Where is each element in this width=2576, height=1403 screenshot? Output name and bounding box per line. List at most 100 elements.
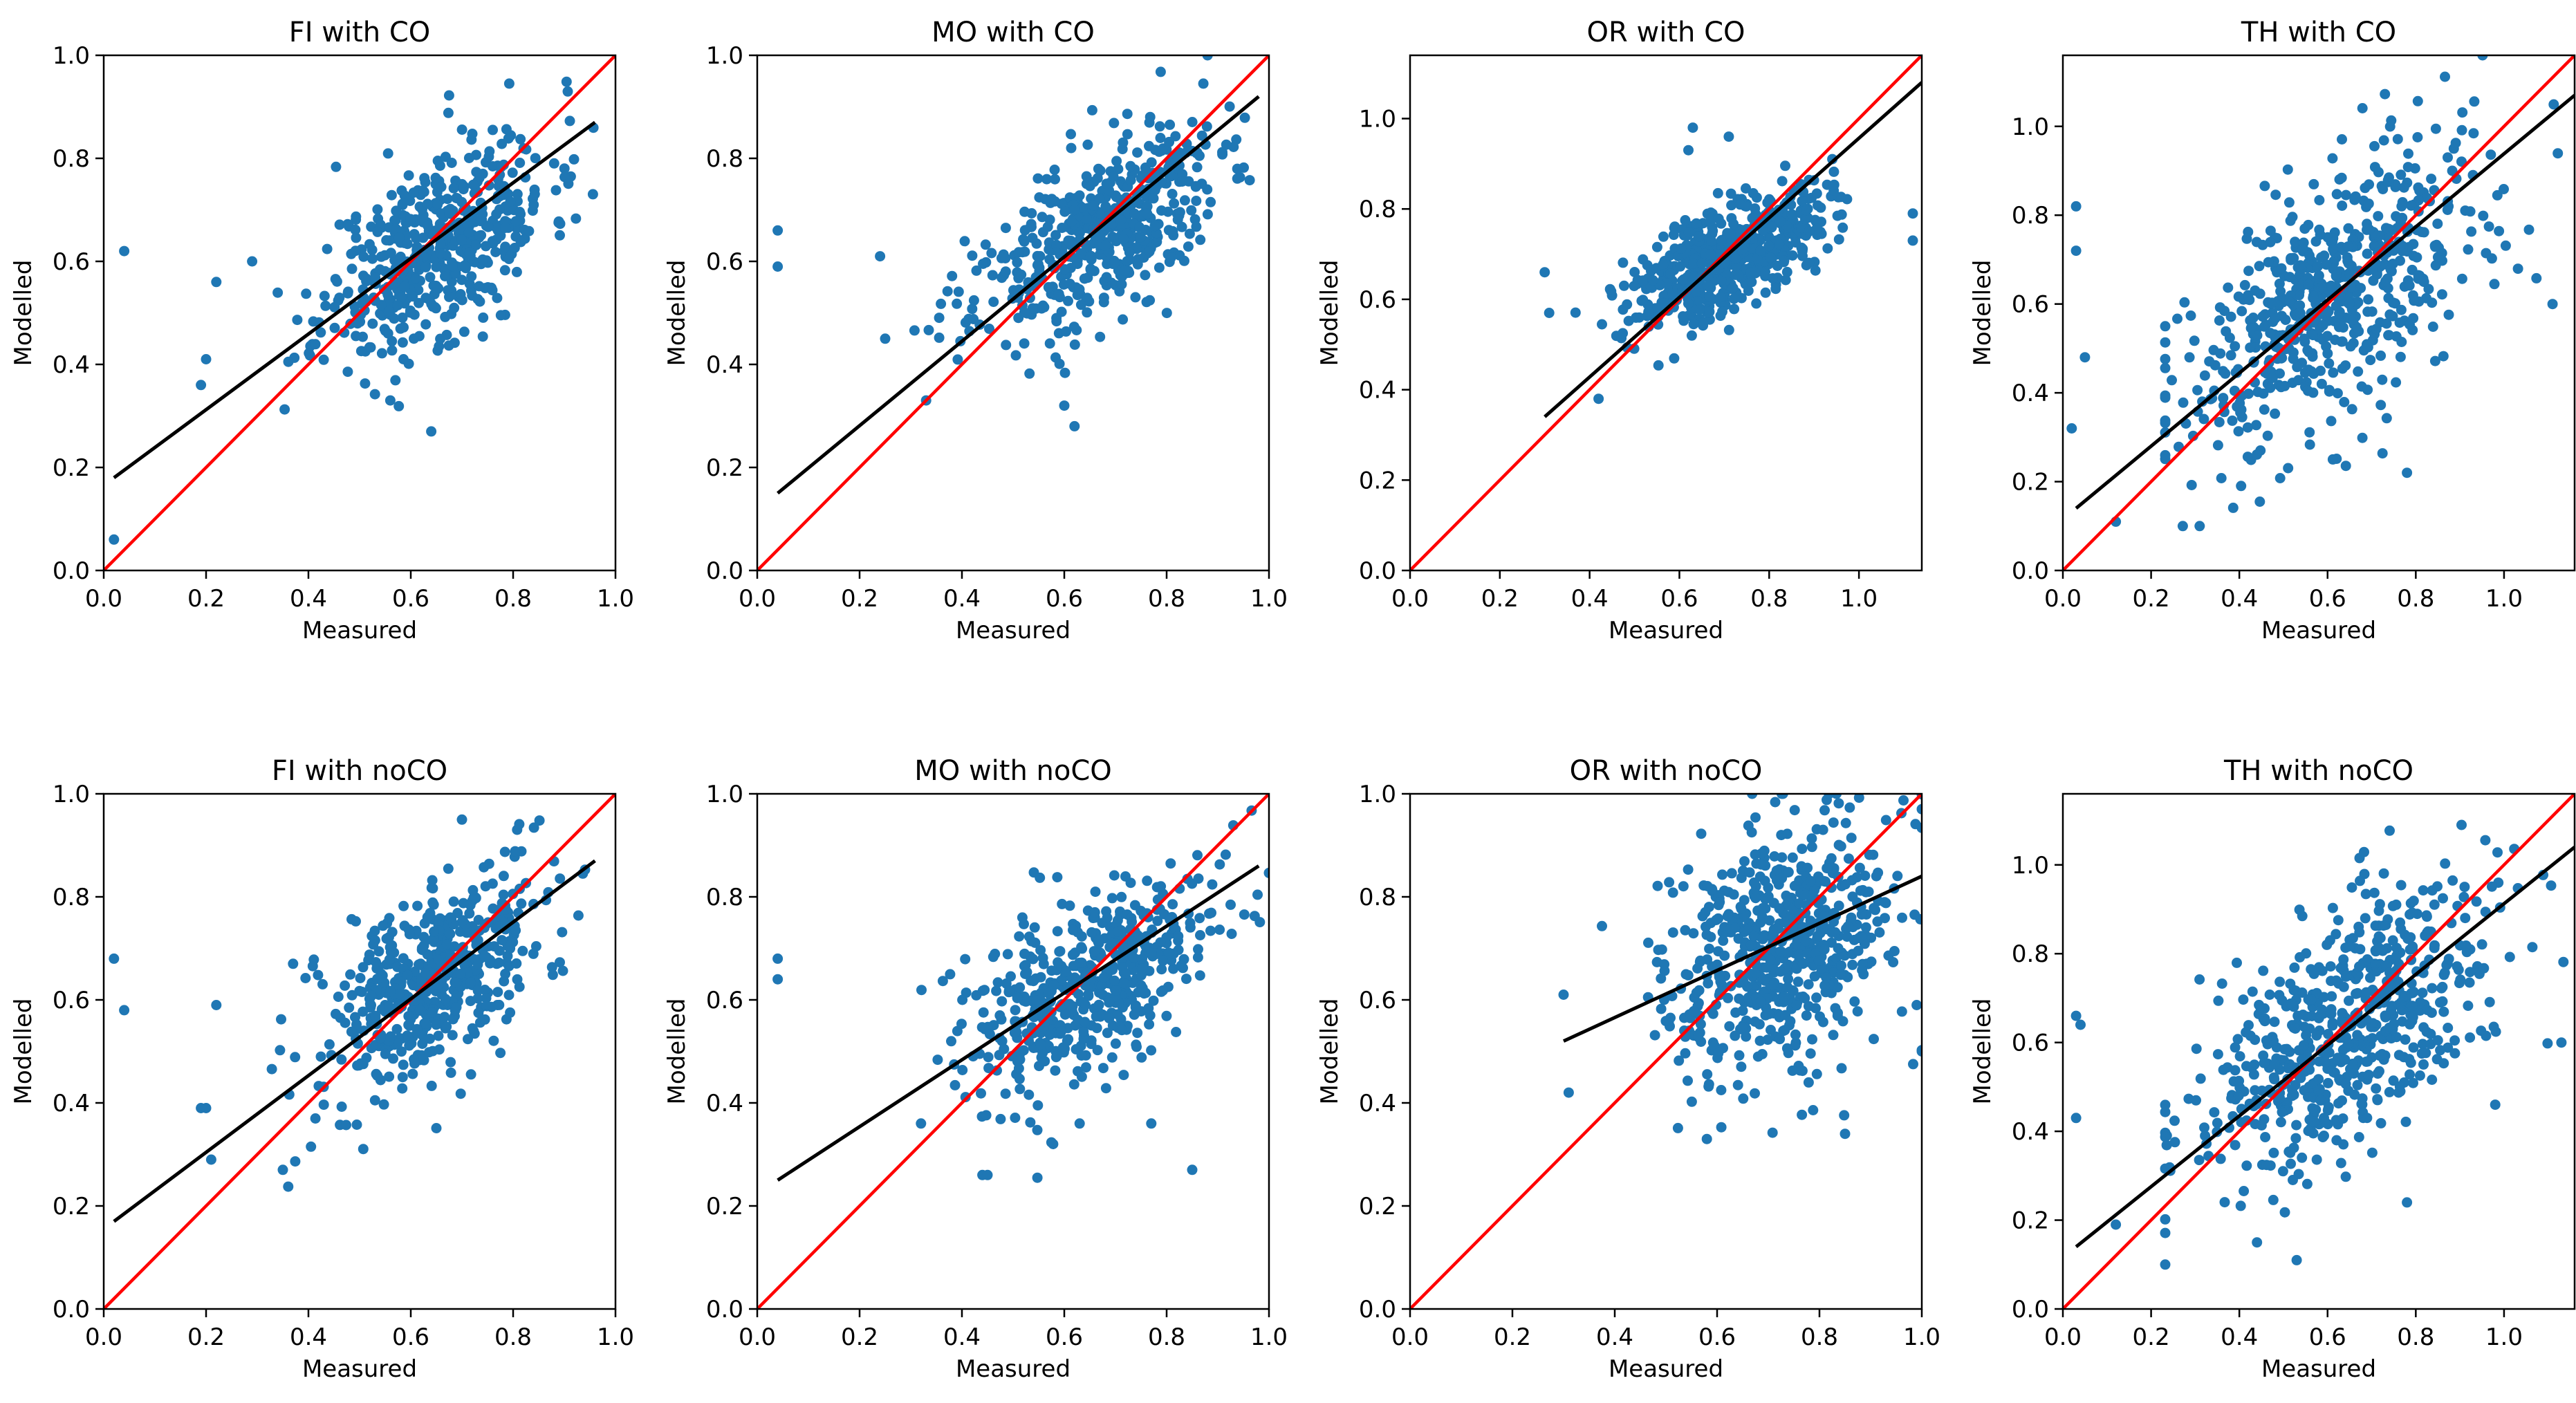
data-point	[1102, 912, 1113, 923]
data-point	[2386, 115, 2397, 126]
data-point	[2344, 268, 2355, 279]
data-point	[441, 939, 452, 950]
data-point	[478, 312, 489, 323]
data-point	[2412, 95, 2423, 106]
data-point	[1053, 957, 1064, 968]
data-point	[2380, 276, 2391, 287]
data-point	[205, 1154, 216, 1165]
data-point	[331, 276, 342, 287]
axes-frame	[756, 792, 1270, 1310]
data-point	[266, 1063, 277, 1075]
data-point	[1140, 987, 1151, 998]
data-point	[473, 1007, 484, 1019]
data-point	[385, 986, 396, 996]
data-point	[472, 985, 483, 996]
data-point	[2178, 397, 2189, 408]
data-point	[387, 940, 398, 951]
data-point	[1629, 281, 1640, 292]
data-point	[1840, 817, 1851, 828]
data-point	[1224, 101, 1235, 112]
data-point	[2328, 233, 2339, 244]
data-point	[2427, 297, 2438, 308]
data-point	[1225, 899, 1236, 910]
data-point	[2380, 1025, 2391, 1037]
data-point	[2301, 1030, 2312, 1041]
data-point	[2431, 1054, 2443, 1065]
data-point	[2304, 250, 2315, 261]
data-point	[1059, 1009, 1071, 1020]
data-point	[1840, 1128, 1851, 1140]
y-tick-label: 1.0	[53, 781, 90, 808]
data-point	[1783, 1048, 1794, 1059]
data-point	[1857, 965, 1868, 976]
y-tick-label: 0.6	[706, 248, 743, 276]
data-point	[2438, 1006, 2449, 1017]
data-point	[1839, 1110, 1850, 1121]
data-point	[2407, 944, 2418, 955]
x-tick-label: 0.0	[739, 585, 776, 613]
data-point	[2189, 335, 2200, 346]
data-point	[2336, 172, 2347, 183]
data-point	[2186, 480, 2197, 490]
x-tick-label: 1.0	[1840, 585, 1878, 613]
data-point	[1116, 279, 1127, 290]
data-point	[880, 333, 891, 344]
data-point	[455, 289, 466, 299]
data-point	[515, 207, 526, 217]
data-point	[445, 1067, 456, 1078]
data-point	[2435, 1045, 2446, 1056]
data-point	[1880, 913, 1890, 924]
data-point	[923, 324, 934, 335]
x-tick-label: 0.6	[1046, 585, 1083, 613]
data-point	[1563, 1087, 1574, 1098]
data-point	[465, 977, 476, 988]
data-point	[1726, 868, 1737, 879]
data-point	[1198, 78, 1209, 89]
data-point	[488, 1035, 499, 1046]
data-point	[1150, 145, 1161, 156]
data-point	[2252, 449, 2262, 460]
data-point	[1774, 239, 1785, 250]
y-tick-label: 0.2	[2012, 1207, 2049, 1235]
data-point	[1027, 303, 1038, 314]
data-point	[2343, 223, 2354, 234]
data-point	[1191, 221, 1202, 232]
data-point	[2234, 1082, 2245, 1093]
data-point	[2426, 174, 2437, 185]
data-point	[1144, 117, 1155, 128]
axes-frame	[102, 792, 617, 1310]
data-point	[1737, 244, 1748, 255]
data-point	[1028, 954, 1039, 965]
data-point	[1143, 1003, 1154, 1014]
y-tick-label: 0.8	[706, 884, 743, 911]
data-point	[411, 1023, 423, 1034]
data-point	[2313, 270, 2324, 281]
data-point	[1758, 933, 1768, 944]
data-point	[875, 251, 886, 262]
data-point	[1048, 980, 1059, 991]
data-point	[2387, 935, 2398, 946]
data-point	[2344, 995, 2354, 1006]
data-point	[2404, 1069, 2415, 1080]
data-point	[1239, 909, 1250, 920]
data-point	[2443, 1023, 2454, 1033]
data-point	[499, 846, 510, 857]
data-point	[1081, 171, 1092, 182]
data-point	[1883, 950, 1894, 961]
data-point	[402, 239, 413, 250]
data-point	[1106, 893, 1118, 904]
data-point	[1703, 281, 1714, 292]
data-point	[1869, 1034, 1879, 1045]
data-point	[498, 889, 509, 900]
data-point	[546, 962, 557, 973]
data-point	[2429, 899, 2440, 910]
data-point	[1668, 230, 1679, 241]
data-point	[528, 199, 539, 210]
data-point	[1186, 205, 1197, 216]
data-point	[1146, 1118, 1157, 1129]
data-point	[1797, 958, 1808, 969]
data-point	[2337, 1095, 2347, 1106]
data-point	[2191, 1095, 2201, 1106]
data-point	[529, 189, 540, 200]
data-point	[2191, 1043, 2202, 1054]
